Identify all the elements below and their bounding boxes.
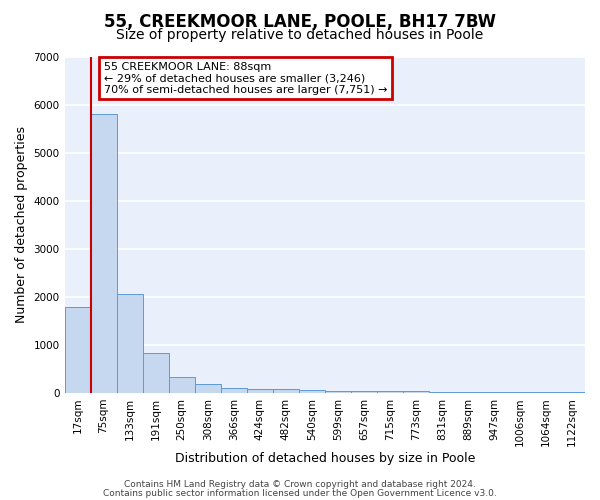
Bar — [533, 392, 559, 393]
Bar — [91, 114, 116, 393]
Bar — [65, 308, 91, 393]
Text: Contains public sector information licensed under the Open Government Licence v3: Contains public sector information licen… — [103, 488, 497, 498]
Bar — [169, 377, 194, 393]
Bar — [429, 392, 455, 393]
Bar — [377, 391, 403, 393]
Y-axis label: Number of detached properties: Number of detached properties — [15, 126, 28, 323]
Bar — [325, 391, 351, 393]
Bar — [299, 390, 325, 393]
Bar — [481, 392, 507, 393]
Bar — [403, 392, 429, 393]
Bar — [194, 384, 221, 393]
Bar — [351, 391, 377, 393]
Text: Contains HM Land Registry data © Crown copyright and database right 2024.: Contains HM Land Registry data © Crown c… — [124, 480, 476, 489]
X-axis label: Distribution of detached houses by size in Poole: Distribution of detached houses by size … — [175, 452, 475, 465]
Bar — [273, 388, 299, 393]
Bar — [455, 392, 481, 393]
Bar — [507, 392, 533, 393]
Text: Size of property relative to detached houses in Poole: Size of property relative to detached ho… — [116, 28, 484, 42]
Text: 55 CREEKMOOR LANE: 88sqm
← 29% of detached houses are smaller (3,246)
70% of sem: 55 CREEKMOOR LANE: 88sqm ← 29% of detach… — [104, 62, 387, 94]
Bar — [116, 294, 143, 393]
Bar — [247, 388, 273, 393]
Text: 55, CREEKMOOR LANE, POOLE, BH17 7BW: 55, CREEKMOOR LANE, POOLE, BH17 7BW — [104, 12, 496, 30]
Bar — [221, 388, 247, 393]
Bar — [143, 353, 169, 393]
